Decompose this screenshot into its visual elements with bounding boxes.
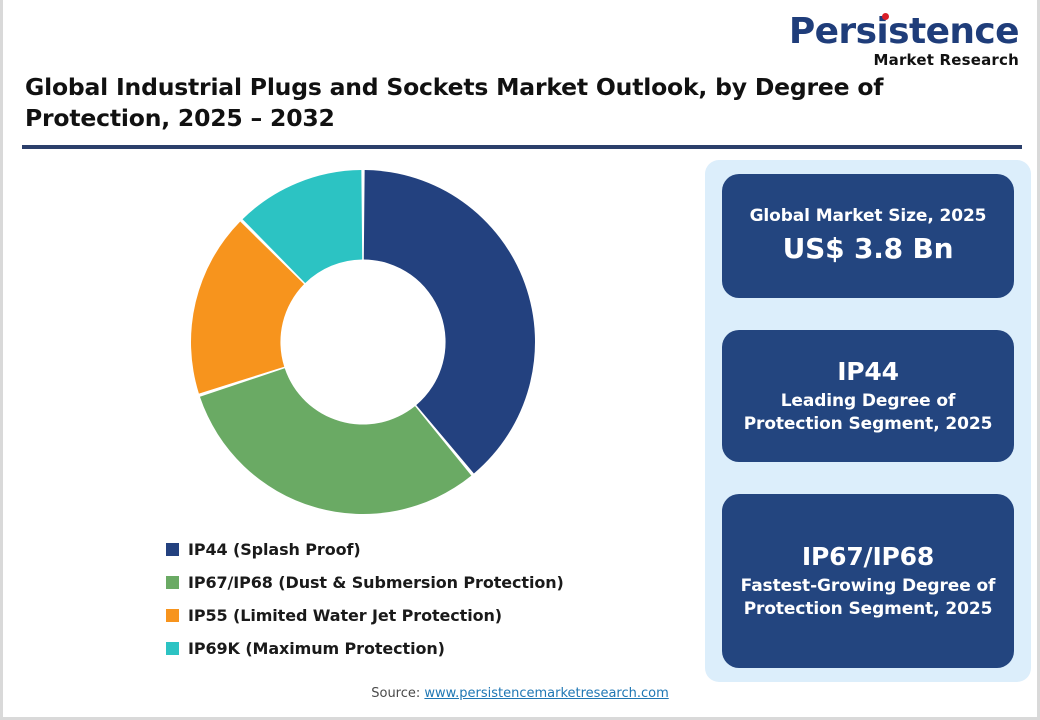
- legend-item-ip69k: IP69K (Maximum Protection): [166, 632, 564, 665]
- chart-legend: IP44 (Splash Proof) IP67/IP68 (Dust & Su…: [166, 533, 564, 665]
- legend-label-ip44: IP44 (Splash Proof): [188, 540, 361, 559]
- market-size-caption: Global Market Size, 2025: [749, 206, 987, 227]
- legend-item-ip55: IP55 (Limited Water Jet Protection): [166, 599, 564, 632]
- source-link[interactable]: www.persistencemarketresearch.com: [424, 686, 669, 701]
- stats-panel: Global Market Size, 2025 US$ 3.8 Bn IP44…: [705, 160, 1031, 682]
- donut-slice-2: [191, 221, 305, 394]
- legend-item-ip67-ip68: IP67/IP68 (Dust & Submersion Protection): [166, 566, 564, 599]
- stat-card-leading-segment: IP44 Leading Degree of Protection Segmen…: [722, 330, 1014, 462]
- company-logo: Persistence Market Research: [788, 11, 1020, 69]
- donut-chart: [189, 168, 537, 516]
- legend-label-ip69k: IP69K (Maximum Protection): [188, 639, 445, 658]
- logo-tagline: Market Research: [873, 51, 1019, 69]
- page-title: Global Industrial Plugs and Sockets Mark…: [25, 73, 884, 133]
- stat-card-market-size: Global Market Size, 2025 US$ 3.8 Bn: [722, 174, 1014, 298]
- donut-slice-group: [191, 170, 535, 514]
- donut-slice-3: [242, 170, 363, 284]
- logo-brand-name: Persistence: [788, 11, 1020, 52]
- leading-segment-subtitle: Leading Degree of Protection Segment, 20…: [743, 390, 993, 434]
- legend-swatch-ip55: [166, 609, 179, 622]
- legend-swatch-ip44: [166, 543, 179, 556]
- fastest-growing-heading: IP67/IP68: [801, 541, 935, 571]
- fastest-growing-subtitle: Fastest-Growing Degree of Protection Seg…: [740, 575, 996, 619]
- legend-item-ip44: IP44 (Splash Proof): [166, 533, 564, 566]
- logo-brand-text: Persistence: [788, 11, 1020, 52]
- leading-segment-heading: IP44: [837, 356, 899, 386]
- market-size-value: US$ 3.8 Bn: [782, 232, 954, 266]
- legend-swatch-ip69k: [166, 642, 179, 655]
- logo-red-dot-icon: [881, 13, 889, 20]
- donut-chart-svg: [191, 170, 535, 514]
- source-prefix: Source:: [371, 686, 425, 701]
- source-line: Source: www.persistencemarketresearch.co…: [3, 686, 1037, 701]
- title-divider: [22, 145, 1022, 149]
- legend-swatch-ip67-ip68: [166, 576, 179, 589]
- legend-label-ip55: IP55 (Limited Water Jet Protection): [188, 606, 502, 625]
- legend-label-ip67-ip68: IP67/IP68 (Dust & Submersion Protection): [188, 573, 564, 592]
- donut-slice-0: [363, 170, 535, 474]
- stat-card-fastest-growing-segment: IP67/IP68 Fastest-Growing Degree of Prot…: [722, 494, 1014, 668]
- donut-slice-1: [199, 368, 472, 514]
